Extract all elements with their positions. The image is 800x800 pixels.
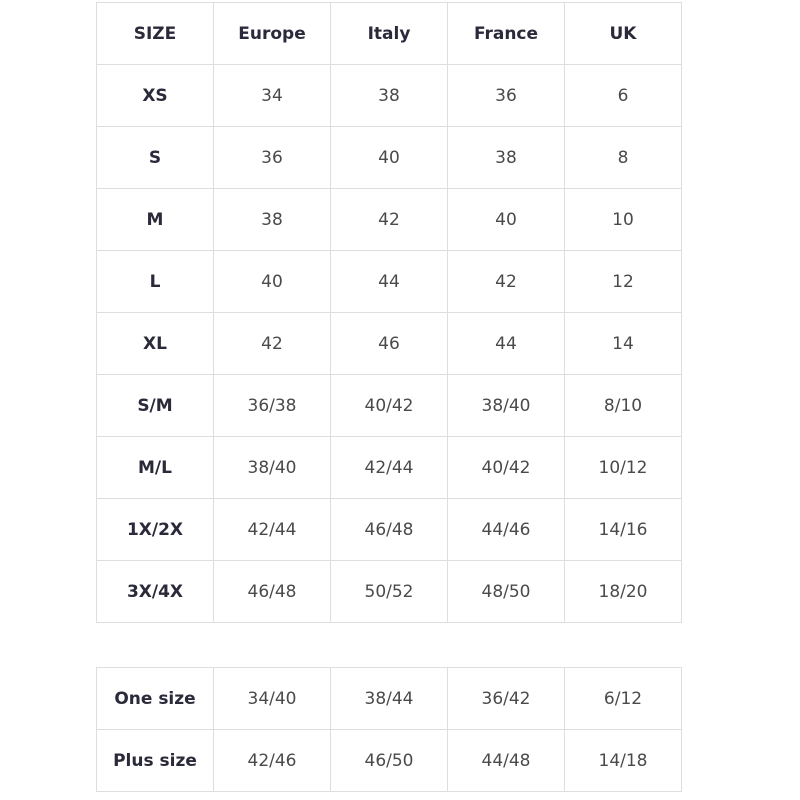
size-value-cell: 46/50 — [330, 729, 448, 792]
size-value-cell: 40 — [447, 188, 565, 251]
table-row: S 36 40 38 8 — [96, 126, 682, 189]
column-header: Italy — [330, 2, 448, 65]
size-label-cell: XS — [96, 64, 214, 127]
size-value-cell: 40/42 — [447, 436, 565, 499]
size-label-cell: Plus size — [96, 729, 214, 792]
size-value-cell: 14/18 — [564, 729, 682, 792]
size-value-cell: 38/44 — [330, 667, 448, 730]
size-value-cell: 36/38 — [213, 374, 331, 437]
size-value-cell: 38 — [330, 64, 448, 127]
size-label-cell: L — [96, 250, 214, 313]
size-label-cell: S — [96, 126, 214, 189]
size-value-cell: 38/40 — [447, 374, 565, 437]
size-value-cell: 42/46 — [213, 729, 331, 792]
size-value-cell: 6/12 — [564, 667, 682, 730]
size-value-cell: 44 — [330, 250, 448, 313]
table-row: XS 34 38 36 6 — [96, 64, 682, 127]
table-row: L 40 44 42 12 — [96, 250, 682, 313]
header-row: SIZE Europe Italy France UK — [96, 2, 682, 65]
size-label-cell: One size — [96, 667, 214, 730]
table-row: 3X/4X 46/48 50/52 48/50 18/20 — [96, 560, 682, 623]
table-row: M/L 38/40 42/44 40/42 10/12 — [96, 436, 682, 499]
table-row: One size 34/40 38/44 36/42 6/12 — [96, 667, 682, 730]
size-value-cell: 12 — [564, 250, 682, 313]
size-value-cell: 34/40 — [213, 667, 331, 730]
size-value-cell: 48/50 — [447, 560, 565, 623]
size-chart-table: SIZE Europe Italy France UK XS 34 38 36 6 S 36 40 38 8… — [96, 2, 682, 623]
size-value-cell: 14/16 — [564, 498, 682, 561]
size-value-cell: 34 — [213, 64, 331, 127]
size-value-cell: 44 — [447, 312, 565, 375]
size-value-cell: 42 — [330, 188, 448, 251]
size-value-cell: 40 — [330, 126, 448, 189]
size-label-cell: XL — [96, 312, 214, 375]
size-value-cell: 8 — [564, 126, 682, 189]
size-value-cell: 6 — [564, 64, 682, 127]
size-value-cell: 44/48 — [447, 729, 565, 792]
table-row: S/M 36/38 40/42 38/40 8/10 — [96, 374, 682, 437]
size-value-cell: 44/46 — [447, 498, 565, 561]
size-value-cell: 38 — [213, 188, 331, 251]
extra-sizes-table: One size 34/40 38/44 36/42 6/12 Plus size 42/4… — [96, 667, 682, 792]
size-value-cell: 40/42 — [330, 374, 448, 437]
size-value-cell: 50/52 — [330, 560, 448, 623]
size-value-cell: 40 — [213, 250, 331, 313]
size-value-cell: 46/48 — [213, 560, 331, 623]
size-value-cell: 42 — [447, 250, 565, 313]
size-value-cell: 10 — [564, 188, 682, 251]
size-label-cell: 3X/4X — [96, 560, 214, 623]
size-label-cell: S/M — [96, 374, 214, 437]
size-value-cell: 42 — [213, 312, 331, 375]
size-label-cell: M/L — [96, 436, 214, 499]
table-row: Plus size 42/46 46/50 44/48 14/18 — [96, 729, 682, 792]
size-value-cell: 36 — [213, 126, 331, 189]
size-value-cell: 36/42 — [447, 667, 565, 730]
size-value-cell: 38 — [447, 126, 565, 189]
size-value-cell: 46 — [330, 312, 448, 375]
column-header: SIZE — [96, 2, 214, 65]
size-value-cell: 46/48 — [330, 498, 448, 561]
size-value-cell: 8/10 — [564, 374, 682, 437]
table-row: 1X/2X 42/44 46/48 44/46 14/16 — [96, 498, 682, 561]
size-label-cell: 1X/2X — [96, 498, 214, 561]
size-value-cell: 10/12 — [564, 436, 682, 499]
table-row: M 38 42 40 10 — [96, 188, 682, 251]
size-value-cell: 38/40 — [213, 436, 331, 499]
size-value-cell: 42/44 — [213, 498, 331, 561]
table-row: XL 42 46 44 14 — [96, 312, 682, 375]
size-label-cell: M — [96, 188, 214, 251]
column-header: Europe — [213, 2, 331, 65]
size-value-cell: 42/44 — [330, 436, 448, 499]
column-header: France — [447, 2, 565, 65]
size-value-cell: 18/20 — [564, 560, 682, 623]
column-header: UK — [564, 2, 682, 65]
size-value-cell: 36 — [447, 64, 565, 127]
size-value-cell: 14 — [564, 312, 682, 375]
